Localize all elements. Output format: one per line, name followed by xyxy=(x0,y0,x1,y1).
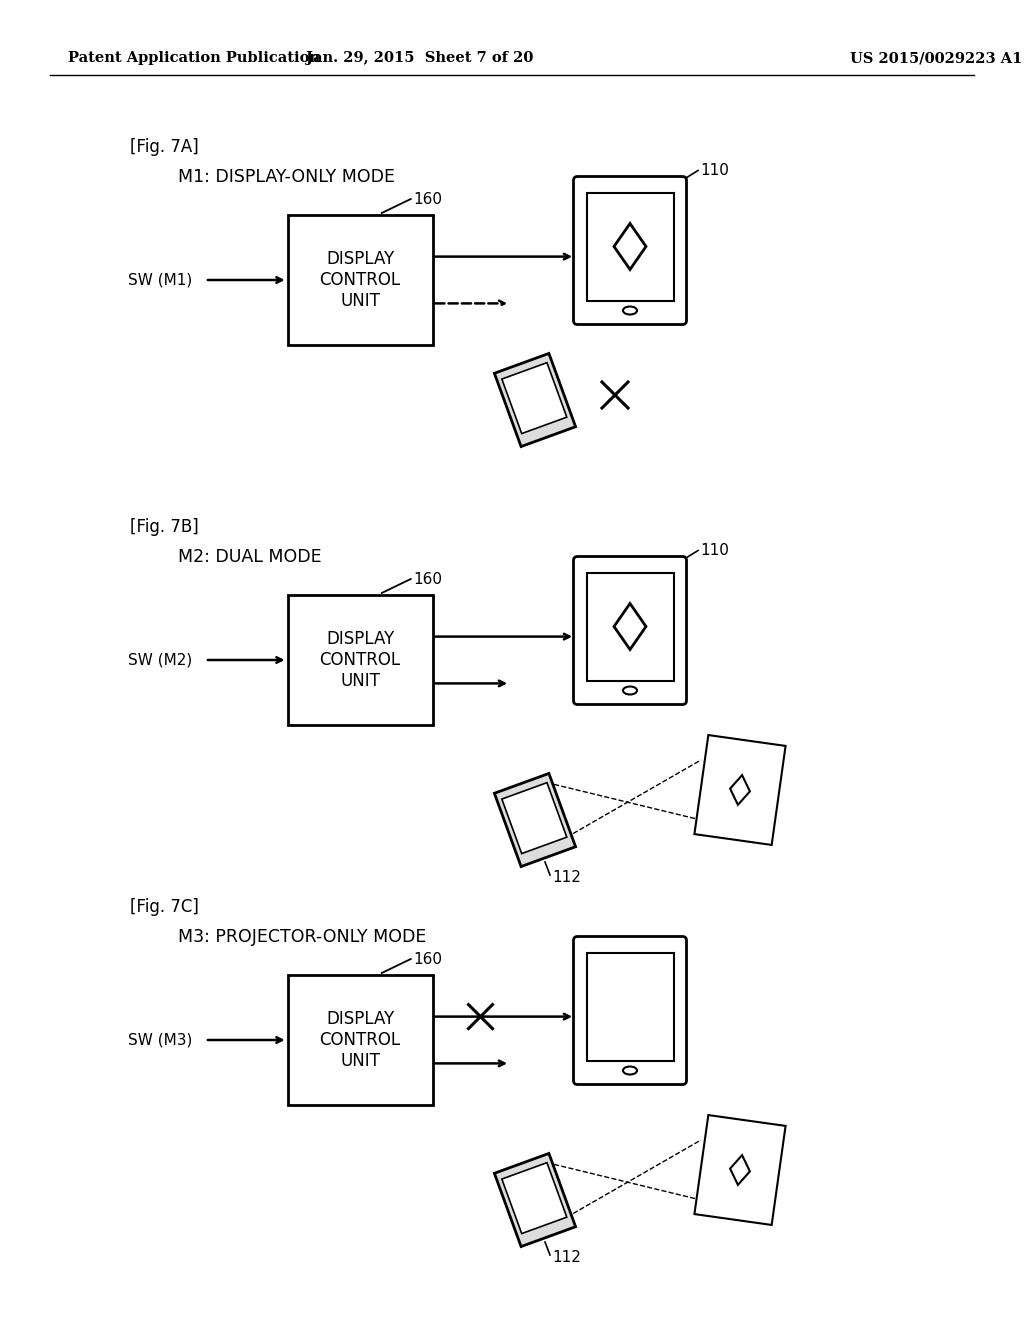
Text: [Fig. 7C]: [Fig. 7C] xyxy=(130,898,199,916)
Text: 112: 112 xyxy=(552,870,581,884)
Text: [Fig. 7A]: [Fig. 7A] xyxy=(130,139,199,156)
Bar xyxy=(288,975,432,1105)
Text: DISPLAY
CONTROL
UNIT: DISPLAY CONTROL UNIT xyxy=(319,1010,400,1069)
Text: 160: 160 xyxy=(414,572,442,586)
FancyBboxPatch shape xyxy=(573,177,686,325)
Polygon shape xyxy=(502,363,567,433)
Bar xyxy=(587,193,674,301)
Polygon shape xyxy=(495,774,575,866)
Text: 110: 110 xyxy=(700,543,729,558)
Text: SW (M3): SW (M3) xyxy=(128,1032,193,1048)
Text: DISPLAY
CONTROL
UNIT: DISPLAY CONTROL UNIT xyxy=(319,630,400,690)
Bar xyxy=(587,573,674,681)
Text: US 2015/0029223 A1: US 2015/0029223 A1 xyxy=(850,51,1022,65)
Text: DISPLAY
CONTROL
UNIT: DISPLAY CONTROL UNIT xyxy=(319,251,400,310)
Polygon shape xyxy=(495,354,575,446)
Text: 110: 110 xyxy=(700,162,729,178)
Text: 112: 112 xyxy=(552,1250,581,1265)
Polygon shape xyxy=(502,1163,567,1234)
Text: 160: 160 xyxy=(414,952,442,966)
Polygon shape xyxy=(502,783,567,854)
Bar xyxy=(288,215,432,345)
Polygon shape xyxy=(495,1154,575,1246)
Text: Patent Application Publication: Patent Application Publication xyxy=(68,51,319,65)
Text: SW (M1): SW (M1) xyxy=(128,272,193,288)
Polygon shape xyxy=(694,1115,785,1225)
Bar xyxy=(288,595,432,725)
Bar xyxy=(587,953,674,1060)
Text: 160: 160 xyxy=(414,191,442,206)
Text: SW (M2): SW (M2) xyxy=(128,652,193,668)
Text: [Fig. 7B]: [Fig. 7B] xyxy=(130,517,199,536)
Text: M1: DISPLAY-ONLY MODE: M1: DISPLAY-ONLY MODE xyxy=(178,168,395,186)
Polygon shape xyxy=(694,735,785,845)
FancyBboxPatch shape xyxy=(573,557,686,705)
FancyBboxPatch shape xyxy=(573,936,686,1085)
Text: M3: PROJECTOR-ONLY MODE: M3: PROJECTOR-ONLY MODE xyxy=(178,928,426,946)
Text: Jan. 29, 2015  Sheet 7 of 20: Jan. 29, 2015 Sheet 7 of 20 xyxy=(306,51,534,65)
Text: M2: DUAL MODE: M2: DUAL MODE xyxy=(178,548,322,566)
